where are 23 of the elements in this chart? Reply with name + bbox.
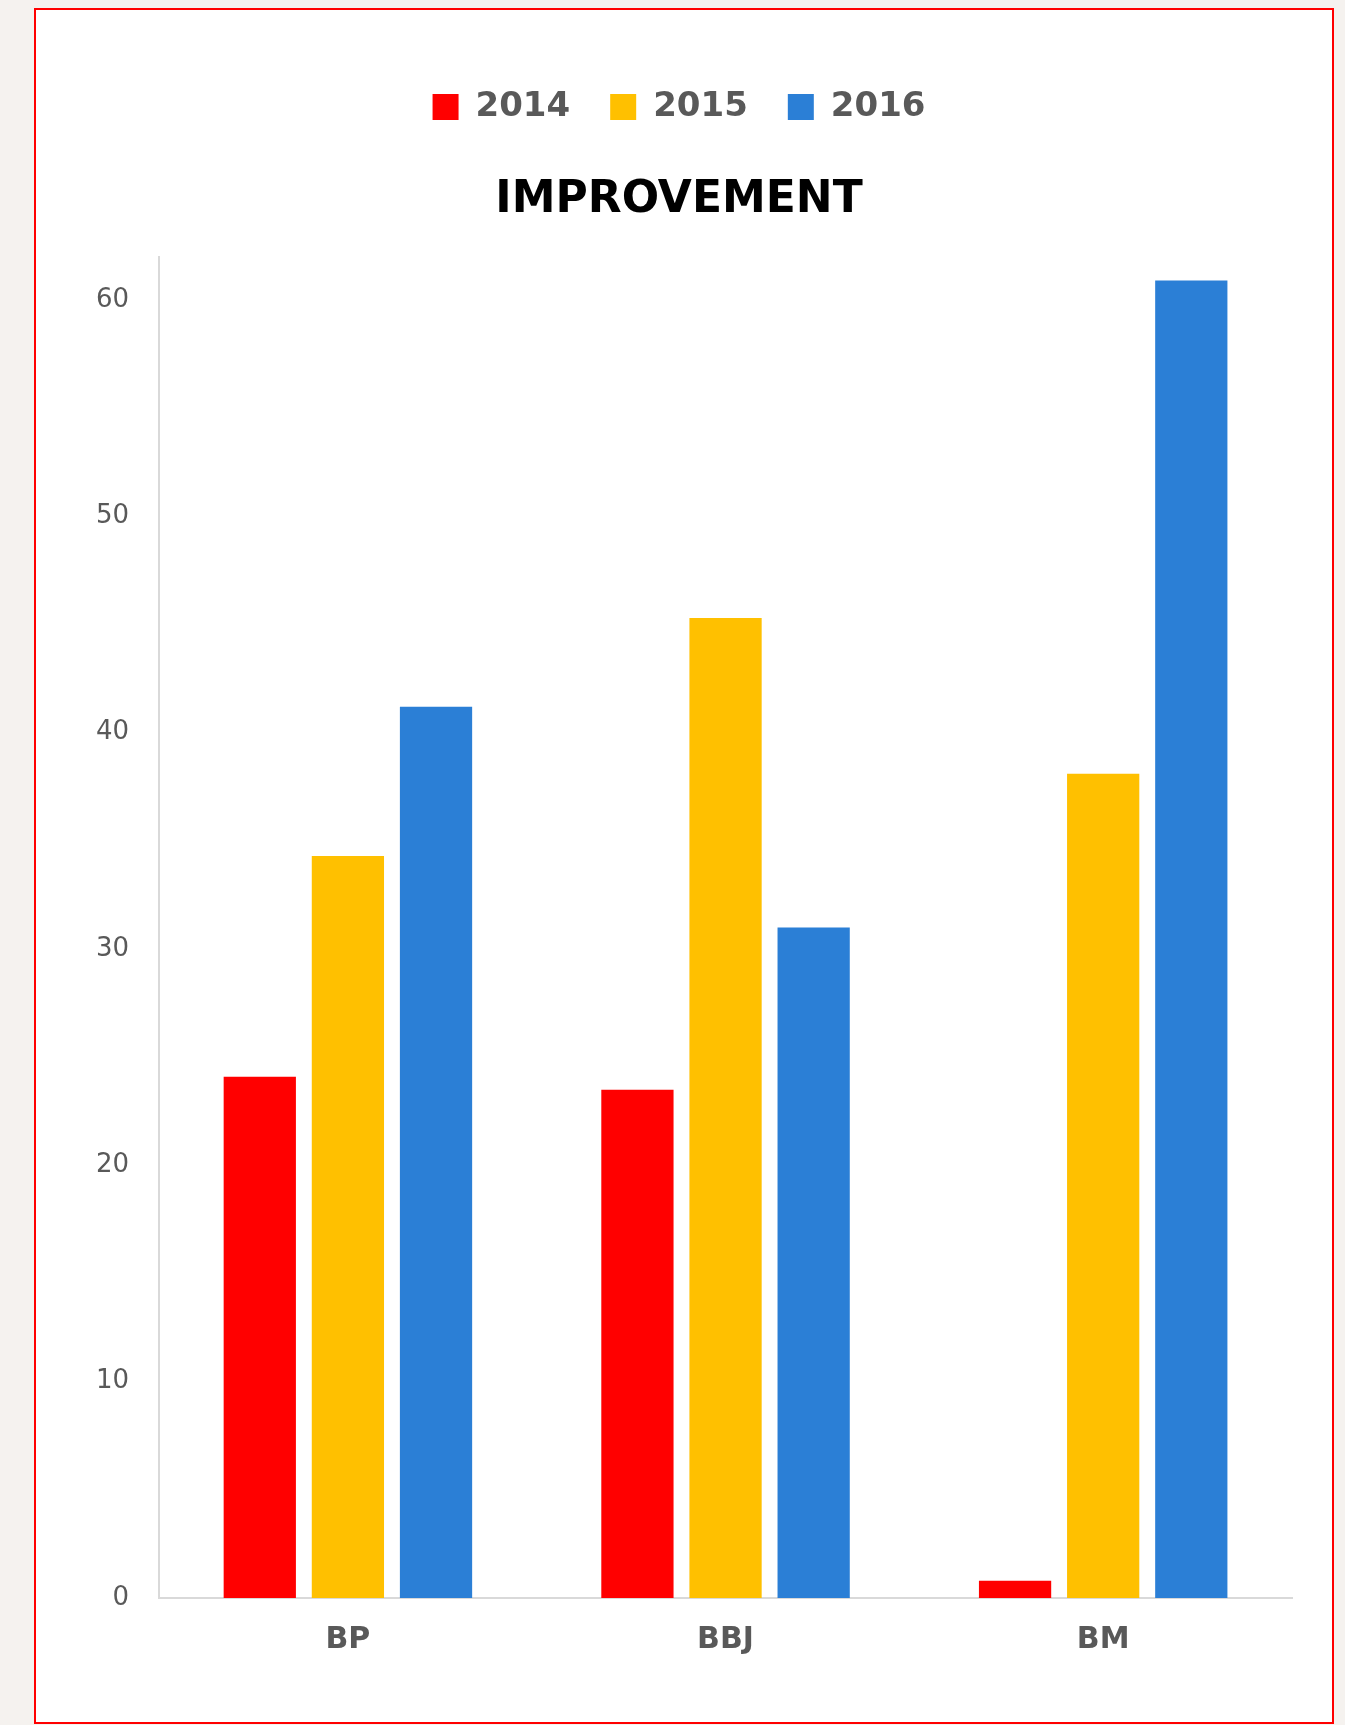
chart-title: IMPROVEMENT (495, 170, 863, 222)
y-tick-label: 10 (95, 1364, 130, 1395)
legend-label: 2014 (475, 83, 571, 124)
bar (311, 856, 385, 1598)
bar (1067, 773, 1140, 1598)
bar (689, 618, 762, 1598)
bar (399, 706, 473, 1598)
x-tick-label: BM (1076, 1619, 1130, 1655)
y-tick-label: 30 (95, 931, 130, 962)
y-tick-label: 50 (95, 499, 130, 530)
legend-label: 2015 (653, 83, 748, 124)
x-tick-label: BBJ (697, 1619, 754, 1655)
y-tick-label: 40 (95, 715, 130, 746)
bar (223, 1076, 296, 1598)
bar (777, 927, 850, 1598)
y-tick-label: 0 (112, 1580, 130, 1611)
y-tick-label: 20 (95, 1148, 130, 1179)
bar (601, 1089, 674, 1598)
x-tick-label: BP (325, 1619, 371, 1655)
legend-label: 2016 (830, 83, 926, 124)
bar (1155, 280, 1228, 1598)
bar (978, 1580, 1052, 1598)
y-tick-label: 60 (95, 282, 130, 313)
